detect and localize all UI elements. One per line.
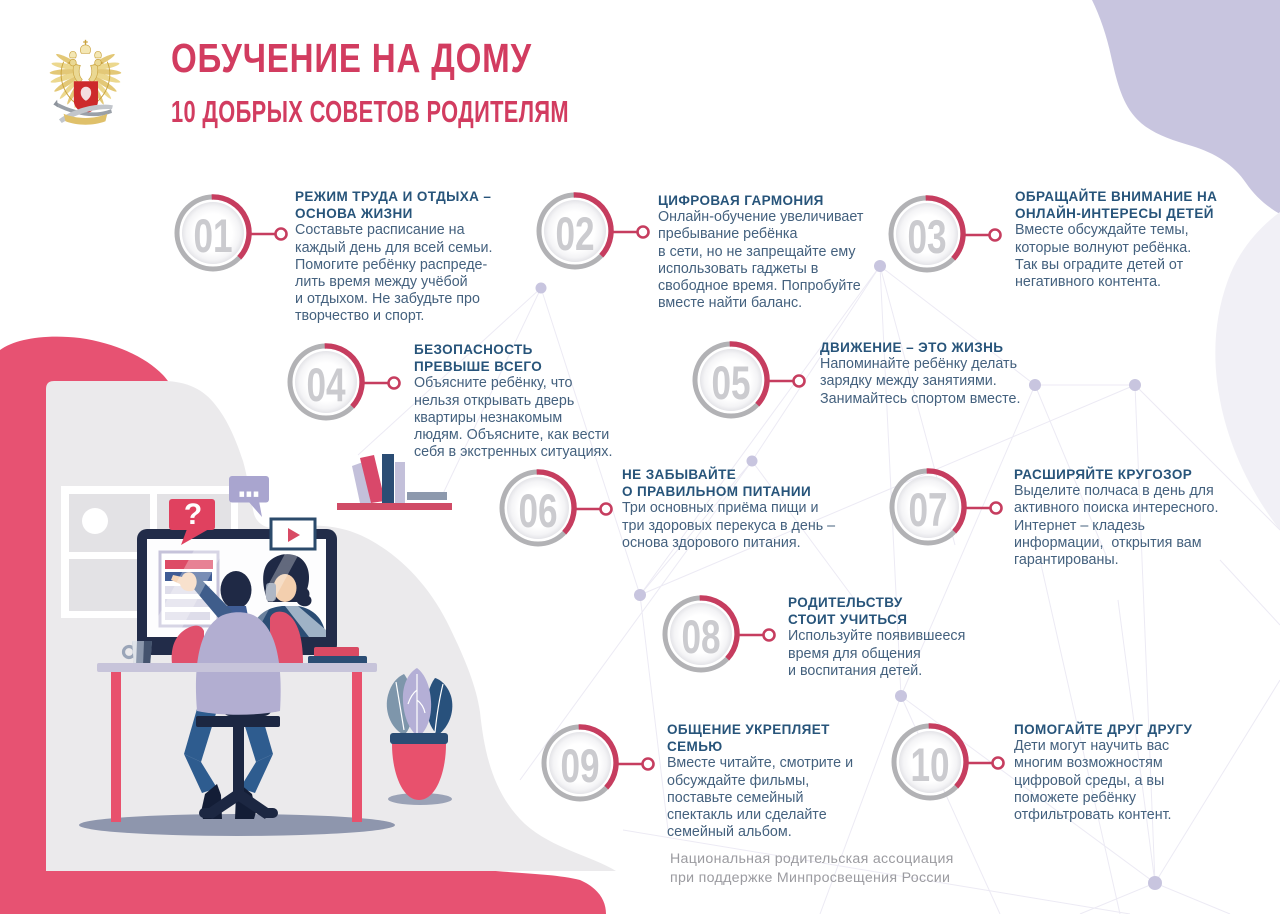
svg-text:?: ?: [184, 498, 202, 531]
